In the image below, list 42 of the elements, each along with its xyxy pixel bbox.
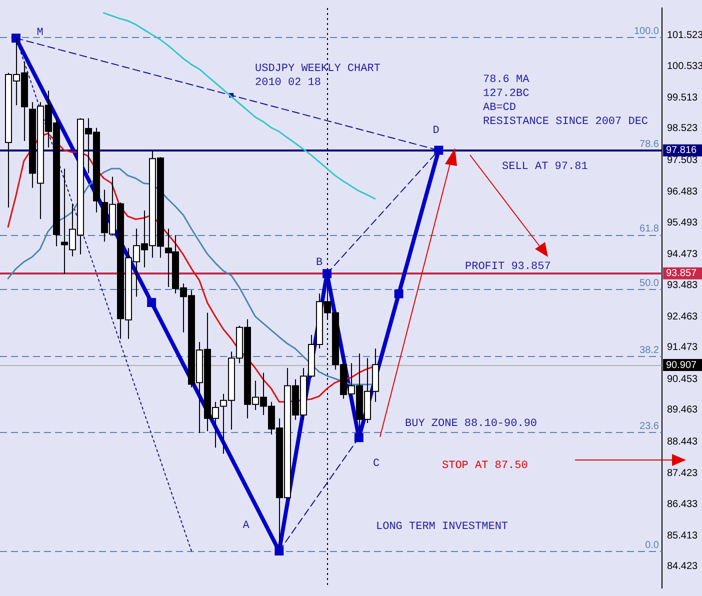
annotation: AB=CD <box>483 102 516 114</box>
annotation: C <box>373 458 380 470</box>
annotation: BUY ZONE 88.10-90.90 <box>405 418 538 430</box>
y-tick-label: 84.423 <box>667 561 698 572</box>
annotation: 23.6 <box>640 421 660 432</box>
y-tick-label: 88.443 <box>667 436 698 448</box>
y-tick-label: 87.423 <box>667 468 698 480</box>
y-tick-label: 99.513 <box>667 92 698 104</box>
y-tick-label: 89.463 <box>667 404 698 416</box>
annotation: 78.6 MA <box>483 74 530 86</box>
y-tick-label: 95.493 <box>667 217 698 228</box>
annotation: B <box>316 256 323 269</box>
y-tick-label: 94.473 <box>667 249 698 260</box>
y-tick-label: 93.483 <box>667 280 698 291</box>
y-tick-label: 98.523 <box>667 123 698 134</box>
ref-line-label: 90.907 <box>666 360 698 371</box>
y-tick-label: 86.433 <box>667 498 698 510</box>
annotation: PROFIT 93.857 <box>465 260 551 273</box>
ref-line-label: 93.857 <box>666 268 698 280</box>
annotation: D <box>432 125 440 138</box>
annotation: SELL AT 97.81 <box>502 160 588 173</box>
annotation: 50.0 <box>640 278 660 289</box>
annotation: RESISTANCE SINCE 2007 DEC <box>483 116 648 128</box>
annotation: STOP AT 87.50 <box>442 460 528 472</box>
annotation: 38.2 <box>640 345 660 356</box>
annotation: 100.0 <box>634 26 660 37</box>
annotation: 61.8 <box>640 224 660 235</box>
y-tick-label: 91.473 <box>667 342 698 354</box>
y-tick-label: 97.503 <box>667 154 698 166</box>
y-tick-label: 96.483 <box>667 186 698 198</box>
text: 2010 02 18 <box>255 76 322 89</box>
annotation: 78.6 <box>640 139 660 150</box>
annotation: LONG TERM INVESTMENT <box>376 520 508 533</box>
y-tick-label: 92.463 <box>667 311 698 322</box>
annotation: 0.0 <box>645 540 660 551</box>
y-tick-label: 90.453 <box>667 374 698 385</box>
y-tick-label: 85.413 <box>667 530 698 542</box>
ref-line-label: 97.816 <box>666 145 698 156</box>
annotation: M <box>36 27 44 40</box>
text: USDJPY WEEKLY CHART <box>255 62 381 75</box>
annotation: 127.2BC <box>483 88 530 100</box>
annotation: A <box>242 520 250 532</box>
